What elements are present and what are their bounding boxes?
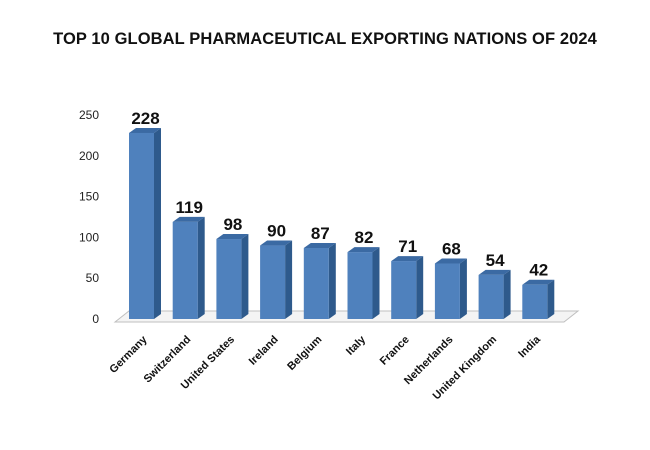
bar-france [391, 256, 424, 319]
x-category-label: Ireland [247, 334, 281, 368]
y-tick-label: 200 [79, 149, 99, 163]
data-label: 87 [311, 224, 330, 243]
y-axis: 0 50 100 150 200 250 [79, 108, 99, 326]
y-tick-label: 150 [79, 190, 99, 204]
bar-united-states [216, 234, 249, 319]
x-category-label: Belgium [285, 333, 324, 372]
data-label: 98 [223, 215, 242, 234]
data-label: 42 [529, 261, 548, 280]
bar-united-kingdom [478, 269, 511, 319]
bar-switzerland [172, 216, 205, 319]
y-tick-label: 50 [86, 271, 100, 285]
data-label: 119 [175, 198, 202, 217]
y-tick-label: 100 [79, 230, 99, 244]
bar-italy [347, 247, 380, 319]
x-category-label: Germany [107, 333, 150, 376]
data-label: 82 [355, 228, 374, 247]
y-tick-label: 0 [92, 312, 99, 326]
data-label: 228 [131, 109, 159, 128]
data-label: 90 [267, 222, 286, 241]
data-label: 54 [486, 251, 505, 270]
x-category-label: France [378, 334, 412, 368]
x-category-label: Italy [344, 333, 369, 358]
data-labels: 228 119 98 90 87 82 71 68 54 42 [131, 109, 548, 280]
bar-india [522, 279, 555, 319]
x-category-label: India [516, 333, 543, 360]
data-label: 71 [398, 237, 417, 256]
bar-belgium [303, 243, 336, 319]
chart-title: TOP 10 GLOBAL PHARMACEUTICAL EXPORTING N… [53, 30, 597, 48]
bars [129, 127, 555, 320]
bar-ireland [260, 240, 293, 319]
bar-netherlands [434, 258, 467, 319]
y-tick-label: 250 [79, 108, 99, 122]
bar-germany [129, 127, 161, 320]
data-label: 68 [442, 240, 461, 259]
